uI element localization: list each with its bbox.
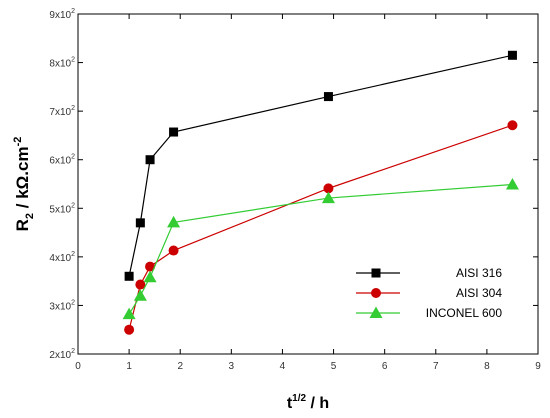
x-axis-title: t1/2 / h bbox=[287, 393, 329, 412]
y-tick-label: 4x102 bbox=[49, 251, 75, 264]
series-inconel-600 bbox=[122, 177, 519, 320]
x-tick-label: 3 bbox=[229, 361, 235, 372]
series-line-aisi-304 bbox=[128, 124, 513, 330]
x-tick-label: 9 bbox=[535, 361, 541, 372]
series-aisi-304 bbox=[124, 120, 518, 335]
data-point-aisi-316 bbox=[124, 271, 134, 281]
y-axis-title-sub: 2 bbox=[24, 213, 36, 219]
x-axis-title-sup: 1/2 bbox=[292, 393, 306, 404]
x-tick-label: 6 bbox=[382, 361, 388, 372]
y-tick-mantissa: 4x10 bbox=[49, 253, 71, 264]
y-tick-exponent: 2 bbox=[71, 8, 75, 15]
y-tick-mantissa: 8x10 bbox=[49, 59, 71, 70]
y-tick-mantissa: 3x10 bbox=[49, 301, 71, 312]
y-tick-mantissa: 7x10 bbox=[49, 107, 71, 118]
data-point-inconel-600 bbox=[321, 191, 335, 204]
data-point-inconel-600 bbox=[505, 177, 519, 190]
legend-marker-inconel-600 bbox=[369, 306, 383, 318]
data-point-inconel-600 bbox=[167, 215, 181, 228]
x-tick-label: 1 bbox=[126, 361, 132, 372]
y-axis-title: R2 / kΩ.cm-2 bbox=[12, 137, 36, 232]
data-point-aisi-304 bbox=[507, 120, 518, 131]
series-aisi-316 bbox=[124, 50, 517, 281]
y-tick-mantissa: 2x10 bbox=[49, 350, 71, 361]
series-line-aisi-316 bbox=[128, 54, 513, 277]
y-tick-label: 7x102 bbox=[49, 105, 75, 118]
data-point-inconel-600 bbox=[133, 289, 147, 301]
data-point-aisi-316 bbox=[169, 127, 179, 137]
x-tick-label: 2 bbox=[177, 361, 183, 372]
y-tick-exponent: 2 bbox=[71, 348, 75, 355]
y-tick-mantissa: 6x10 bbox=[49, 156, 71, 167]
y-tick-exponent: 2 bbox=[71, 105, 75, 112]
data-point-aisi-316 bbox=[145, 155, 155, 165]
y-tick-exponent: 2 bbox=[71, 251, 75, 258]
series-group bbox=[122, 50, 519, 335]
data-point-aisi-304 bbox=[135, 279, 146, 290]
data-point-aisi-316 bbox=[323, 92, 333, 102]
y-tick-exponent: 2 bbox=[71, 202, 75, 209]
data-point-aisi-304 bbox=[168, 245, 179, 256]
y-tick-exponent: 2 bbox=[71, 299, 75, 306]
y-tick-label: 2x102 bbox=[49, 348, 75, 361]
legend: AISI 316 AISI 304 INCONEL 600 bbox=[356, 266, 502, 320]
y-axis-title-sup: -2 bbox=[12, 137, 24, 147]
x-axis-title-base: t bbox=[287, 395, 293, 412]
axis-ticks: 0 1 2 3 4 5 6 7 8 92x1023x1024x1025x1026x1027x102… bbox=[49, 8, 541, 372]
legend-label-aisi-304: AISI 304 bbox=[456, 286, 502, 300]
x-tick-label: 7 bbox=[433, 361, 439, 372]
data-point-aisi-304 bbox=[145, 261, 156, 272]
x-tick-label: 5 bbox=[331, 361, 337, 372]
y-tick-label: 3x102 bbox=[49, 299, 75, 312]
y-tick-label: 9x102 bbox=[49, 8, 75, 21]
data-point-inconel-600 bbox=[143, 270, 157, 283]
y-tick-label: 6x102 bbox=[49, 154, 75, 167]
legend-label-inconel-600: INCONEL 600 bbox=[426, 306, 503, 320]
y-tick-label: 8x102 bbox=[49, 57, 75, 70]
x-tick-label: 0 bbox=[75, 361, 81, 372]
data-point-aisi-304 bbox=[124, 324, 135, 335]
x-tick-label: 8 bbox=[484, 361, 490, 372]
y-tick-mantissa: 9x10 bbox=[49, 10, 71, 21]
data-point-aisi-316 bbox=[507, 50, 517, 60]
y-tick-label: 5x102 bbox=[49, 202, 75, 215]
y-axis-title-base: R bbox=[13, 219, 32, 231]
data-point-aisi-316 bbox=[135, 218, 145, 228]
x-axis-title-rest: / h bbox=[306, 395, 329, 412]
x-tick-label: 4 bbox=[280, 361, 286, 372]
y-tick-exponent: 2 bbox=[71, 154, 75, 161]
legend-label-aisi-316: AISI 316 bbox=[456, 266, 502, 280]
plot-frame bbox=[77, 13, 539, 355]
data-point-aisi-304 bbox=[323, 183, 334, 194]
legend-marker-aisi-304 bbox=[371, 288, 381, 298]
data-point-inconel-600 bbox=[122, 307, 136, 320]
y-axis-title-rest: / kΩ.cm bbox=[13, 146, 32, 213]
y-tick-exponent: 2 bbox=[71, 57, 75, 64]
y-tick-mantissa: 5x10 bbox=[49, 204, 71, 215]
legend-marker-aisi-316 bbox=[371, 268, 381, 278]
